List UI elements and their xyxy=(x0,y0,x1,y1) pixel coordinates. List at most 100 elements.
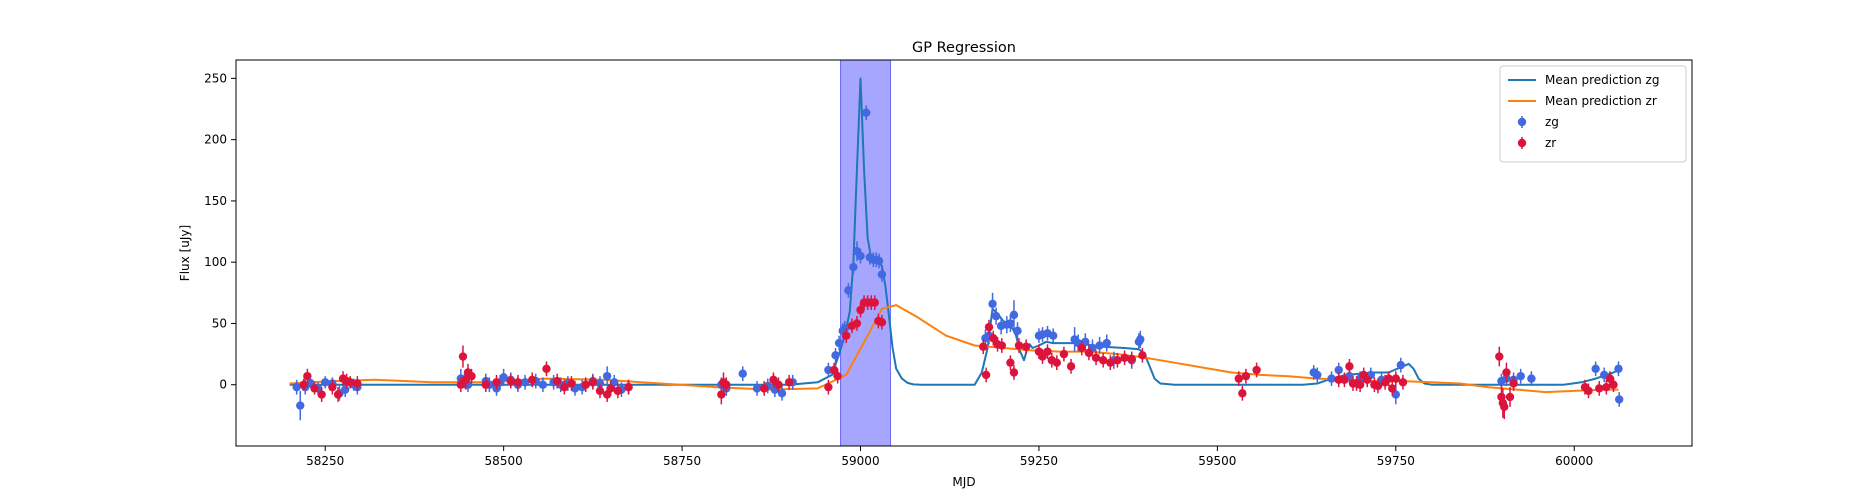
data-point xyxy=(1516,371,1525,381)
data-point xyxy=(1584,386,1593,396)
data-point xyxy=(292,382,301,392)
x-tick-label: 60000 xyxy=(1555,454,1593,468)
data-point xyxy=(1138,351,1147,360)
data-point xyxy=(1252,365,1261,375)
data-point xyxy=(840,324,850,333)
legend-entry: zr xyxy=(1517,136,1556,150)
data-point xyxy=(1098,356,1108,365)
legend: Mean prediction zg Mean prediction zr zg zr xyxy=(1499,65,1687,163)
data-point xyxy=(467,371,476,381)
data-point xyxy=(844,286,853,295)
data-point xyxy=(1095,341,1104,350)
data-point xyxy=(738,369,747,378)
data-point xyxy=(296,401,305,410)
data-point xyxy=(520,378,530,387)
data-point xyxy=(1009,368,1019,377)
data-point xyxy=(877,318,887,327)
highlight-span-layer xyxy=(840,60,891,446)
highlight-span xyxy=(840,60,891,446)
data-point xyxy=(299,380,309,389)
data-point xyxy=(317,390,326,399)
y-tick-label: 250 xyxy=(204,71,227,85)
data-point xyxy=(991,311,1001,321)
chart-title: GP Regression xyxy=(912,40,1016,56)
data-point xyxy=(341,385,350,394)
data-point xyxy=(506,376,515,386)
data-point xyxy=(1238,389,1247,398)
legend-box xyxy=(1499,65,1687,163)
data-point xyxy=(624,382,633,392)
data-point xyxy=(777,389,787,398)
data-point xyxy=(1052,358,1061,367)
data-point xyxy=(1234,374,1243,383)
data-point xyxy=(833,371,842,381)
data-point xyxy=(345,378,355,387)
data-point xyxy=(1059,349,1069,359)
data-point xyxy=(856,305,865,315)
data-point xyxy=(1009,310,1019,320)
data-point xyxy=(1327,374,1336,383)
data-point xyxy=(877,270,887,279)
y-tick-label: 0 xyxy=(219,378,227,392)
x-tick-label: 59500 xyxy=(1198,454,1236,468)
data-point xyxy=(1495,352,1504,361)
data-point xyxy=(1313,370,1322,380)
data-point xyxy=(595,386,605,396)
data-point xyxy=(1021,342,1031,351)
data-point xyxy=(458,352,468,361)
data-point xyxy=(981,370,991,380)
y-tick-label: 200 xyxy=(204,133,227,147)
x-tick-label: 59000 xyxy=(841,454,879,468)
data-point xyxy=(849,262,858,272)
data-point xyxy=(752,384,762,393)
data-point xyxy=(333,390,343,399)
data-point xyxy=(759,384,769,393)
data-point xyxy=(610,378,619,387)
data-point xyxy=(328,382,337,392)
data-point xyxy=(1345,362,1354,371)
y-axis: 0 50 100 150 200 250 xyxy=(204,71,236,392)
data-point xyxy=(1595,384,1604,393)
data-point xyxy=(527,375,537,385)
legend-entry: Mean prediction zr xyxy=(1508,94,1657,108)
data-point xyxy=(481,380,491,389)
data-point xyxy=(1591,364,1600,373)
observations-layer xyxy=(292,105,1624,421)
data-point xyxy=(1605,374,1615,383)
data-point xyxy=(552,376,562,386)
legend-swatch-marker xyxy=(1517,117,1527,127)
data-point xyxy=(784,378,794,387)
y-axis-label: Flux [uJy] xyxy=(178,225,192,281)
data-point xyxy=(1066,362,1076,371)
plot-area xyxy=(289,60,1624,446)
data-point xyxy=(1355,380,1365,389)
data-point xyxy=(831,351,840,360)
data-point xyxy=(1102,338,1111,348)
data-point xyxy=(1502,368,1511,377)
data-point xyxy=(1136,335,1145,344)
data-point xyxy=(513,378,523,387)
data-point xyxy=(492,378,501,387)
legend-label: zr xyxy=(1545,136,1556,150)
x-tick-label: 58500 xyxy=(485,454,523,468)
data-point xyxy=(303,371,312,381)
data-point xyxy=(1113,356,1122,365)
legend-entry: zg xyxy=(1517,115,1559,129)
legend-label: zg xyxy=(1545,115,1559,129)
data-point xyxy=(1373,381,1383,391)
plot-frame xyxy=(235,59,1693,447)
data-point xyxy=(1500,402,1509,411)
data-point xyxy=(1391,390,1401,399)
data-point xyxy=(1043,347,1052,356)
data-point xyxy=(717,390,726,399)
data-point xyxy=(1334,365,1343,375)
data-point xyxy=(989,333,998,343)
x-tick-label: 58250 xyxy=(306,454,344,468)
data-point xyxy=(613,386,623,396)
data-point xyxy=(842,331,851,340)
data-point xyxy=(1602,382,1611,392)
data-point xyxy=(856,251,865,261)
data-point xyxy=(722,380,731,389)
y-tick-label: 50 xyxy=(212,316,227,330)
